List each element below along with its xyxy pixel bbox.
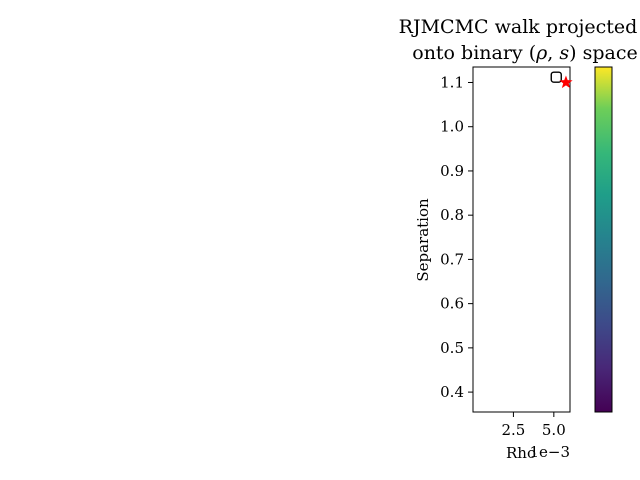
title-prefix: onto binary ( — [412, 42, 536, 64]
y-axis-ticks: 0.4 0.5 0.6 0.7 0.8 0.9 1.0 1.1 — [440, 73, 473, 401]
y-tick-label: 0.5 — [440, 339, 464, 357]
chart-title-line2: onto binary (ρ, s) space — [412, 42, 637, 64]
y-tick-label: 0.8 — [440, 206, 464, 224]
data-marks — [550, 71, 573, 89]
y-tick-label: 0.6 — [440, 295, 464, 313]
title-rho: ρ — [535, 42, 548, 64]
y-axis-label: Separation — [414, 198, 432, 282]
plot-area — [472, 66, 571, 413]
title-s: s — [559, 42, 569, 64]
y-tick-label: 0.9 — [440, 162, 464, 180]
x-tick-label: 2.5 — [501, 421, 525, 439]
x-axis-offset-text: 1e−3 — [529, 443, 570, 461]
walk-point-marker — [550, 71, 562, 83]
y-tick-label: 0.4 — [440, 383, 464, 401]
title-separator: , — [547, 42, 559, 64]
y-tick-label: 1.1 — [440, 73, 464, 91]
x-axis-ticks: 2.5 5.0 — [501, 412, 566, 439]
colorbar — [594, 66, 613, 413]
y-tick-label: 0.7 — [440, 250, 464, 268]
x-axis-label: Rho — [506, 444, 536, 462]
y-tick-label: 1.0 — [440, 118, 464, 136]
x-tick-label: 5.0 — [542, 421, 566, 439]
chart-title-line1: RJMCMC walk projected — [399, 16, 638, 38]
true-value-star-marker — [559, 75, 573, 89]
title-suffix: ) space — [569, 42, 638, 64]
